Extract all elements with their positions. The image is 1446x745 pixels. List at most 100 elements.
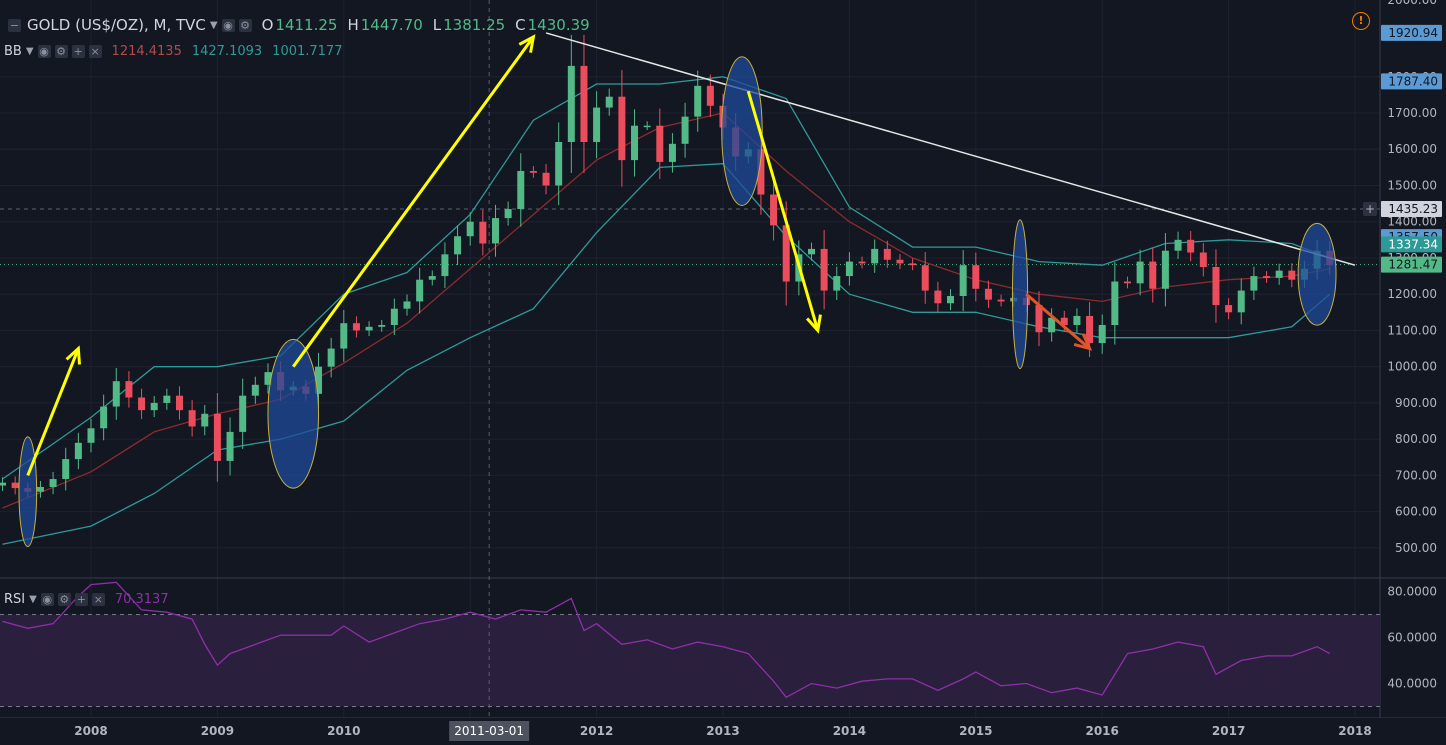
candle [1035, 305, 1043, 333]
candle [984, 288, 992, 300]
bb-value-1: 1214.4135 [111, 43, 182, 59]
rsi-label[interactable]: RSI [4, 591, 26, 607]
price-badge [1381, 236, 1442, 253]
add-icon[interactable]: + [74, 592, 88, 606]
candle [1060, 317, 1068, 326]
time-tick-label: 2018 [1338, 724, 1371, 738]
alert-icon[interactable]: ! [1352, 12, 1370, 30]
candle [36, 486, 44, 492]
price-tick-label: 600.00 [1395, 505, 1437, 519]
add-icon[interactable] [1363, 201, 1377, 216]
candle [1250, 276, 1258, 291]
candle [1199, 252, 1207, 268]
candle [504, 209, 512, 219]
candle [1288, 270, 1296, 280]
candle [618, 96, 626, 161]
highlight-ellipse [721, 56, 763, 206]
caret-down-icon[interactable]: ▼ [209, 19, 218, 31]
candle [580, 65, 588, 142]
candle [1048, 317, 1056, 333]
price-tick-label: 2000.00 [1387, 0, 1437, 7]
orange-arrow-head [1073, 333, 1093, 351]
bb-upper-line [2, 76, 1330, 480]
trendline [545, 32, 1356, 266]
candle [315, 366, 323, 394]
candle [1123, 281, 1131, 284]
time-tick-label: 2014 [833, 724, 866, 738]
candle [0, 482, 7, 486]
candle [150, 402, 158, 411]
candle [770, 194, 778, 226]
caret-down-icon[interactable]: ▼ [29, 593, 37, 605]
add-icon: + [1365, 202, 1375, 216]
gear-icon[interactable]: ⚙ [54, 44, 68, 58]
candle [782, 225, 790, 282]
time-tick-label: 2009 [201, 724, 234, 738]
candle [378, 325, 386, 327]
candle [213, 413, 221, 461]
eye-icon[interactable]: ◉ [37, 44, 51, 58]
add-icon[interactable]: + [71, 44, 85, 58]
eye-icon[interactable]: ◉ [40, 592, 54, 606]
candle [542, 172, 550, 186]
candle [188, 410, 196, 427]
low-value: 1381.25 [443, 16, 506, 34]
price-tick-label: 700.00 [1395, 468, 1437, 482]
candle [997, 299, 1005, 302]
bb-legend: BB ▼ ◉ ⚙ + × 1214.4135 1427.1093 1001.71… [4, 42, 342, 60]
rsi-tick-label: 40.0000 [1387, 677, 1437, 691]
candle [1263, 276, 1271, 278]
caret-down-icon[interactable]: ▼ [25, 45, 34, 57]
time-tick-label: 2017 [1212, 724, 1245, 738]
candle [62, 459, 70, 480]
candle [529, 170, 537, 173]
candle [921, 265, 929, 291]
candle [567, 65, 575, 142]
rsi-band [0, 614, 1380, 707]
candle [1174, 239, 1182, 251]
price-tick-label: 1600.00 [1387, 142, 1437, 156]
candle [656, 125, 664, 162]
candle [163, 395, 171, 403]
yellow-arrow-head [65, 345, 81, 365]
collapse-icon[interactable]: − [8, 18, 21, 32]
price-badge-label: 1787.40 [1388, 74, 1438, 88]
rsi-tick-label: 80.0000 [1387, 585, 1437, 599]
price-badge [1381, 73, 1442, 90]
candle [340, 323, 348, 349]
candle [479, 221, 487, 244]
time-tick-label: 2013 [706, 724, 739, 738]
candle [264, 372, 272, 385]
symbol-ohlc-legend: − GOLD (US$/OZ), M, TVC ▼ ◉ ⚙ O 1411.25 H… [4, 14, 590, 36]
candle [466, 221, 474, 237]
candle [428, 276, 436, 280]
yellow-arrow-head [518, 34, 536, 53]
candle [49, 479, 57, 487]
gear-icon[interactable]: ⚙ [238, 18, 252, 32]
bb-label[interactable]: BB [4, 43, 22, 59]
symbol-title[interactable]: GOLD (US$/OZ), M, TVC [27, 16, 206, 34]
candle [1187, 239, 1195, 253]
price-badge-label: 1337.34 [1388, 237, 1438, 251]
eye-icon[interactable]: ◉ [221, 18, 235, 32]
candle [201, 413, 209, 427]
candle [972, 265, 980, 289]
price-tick-label: 1400.00 [1387, 215, 1437, 229]
close-icon[interactable]: × [91, 592, 105, 606]
rsi-tick-label: 60.0000 [1387, 631, 1437, 645]
bb-value-3: 1001.7177 [272, 43, 343, 59]
candle [1136, 261, 1144, 284]
close-icon[interactable]: × [88, 44, 102, 58]
candle [112, 381, 120, 407]
gear-icon[interactable]: ⚙ [57, 592, 71, 606]
price-tick-label: 1100.00 [1387, 323, 1437, 337]
candle [631, 125, 639, 161]
candle [757, 149, 765, 195]
candle [403, 301, 411, 309]
candle [390, 308, 398, 326]
candle [441, 254, 449, 277]
open-value: 1411.25 [275, 16, 338, 34]
price-tick-label: 1700.00 [1387, 106, 1437, 120]
candle [226, 431, 234, 461]
